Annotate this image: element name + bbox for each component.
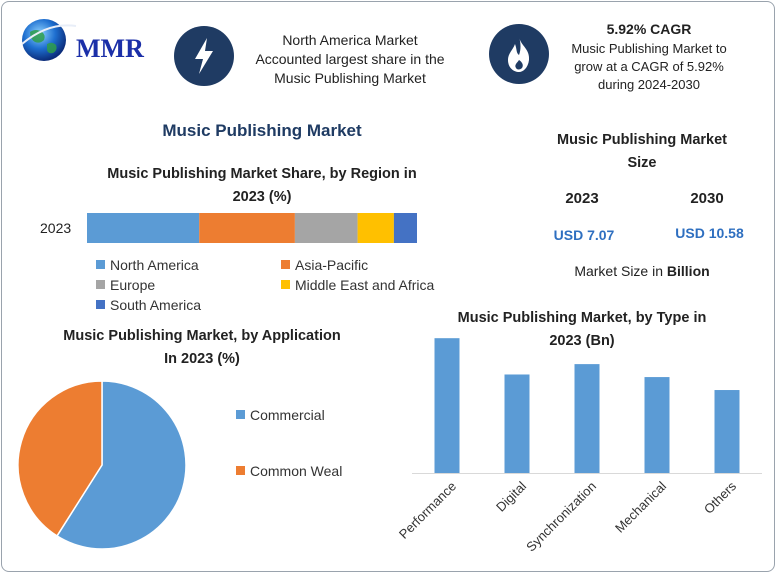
- legend-label: South America: [110, 297, 202, 313]
- legend-item-middle-east-and-africa: Middle East and Africa: [281, 277, 434, 293]
- lightning-icon: [195, 38, 213, 74]
- size-value-2023: USD 7.07: [553, 227, 615, 243]
- pie-slice-commercial: [55, 380, 187, 550]
- size-value-2030: USD 10.58: [675, 225, 744, 241]
- legend-item-asia-pacific: Asia-Pacific: [281, 257, 368, 273]
- cagr-line: Music Publishing Market to: [571, 41, 727, 56]
- type-title-line: Music Publishing Market, by Type in: [457, 310, 707, 326]
- size-note-prefix: Market Size in: [574, 263, 667, 279]
- legend-label: Asia-Pacific: [295, 257, 369, 273]
- region-title-line: 2023 (%): [232, 189, 292, 205]
- bar-segment-south-america: [393, 213, 417, 243]
- legend-label: Common Weal: [250, 463, 343, 479]
- x-tick-label: Synchronization: [523, 479, 599, 555]
- bar-segment-middle-east-and-africa: [357, 213, 394, 243]
- main-title: Music Publishing Market: [162, 121, 362, 140]
- legend-swatch: [96, 280, 105, 289]
- pie-slice-common-weal: [17, 380, 103, 537]
- logo-text: MMR: [76, 34, 144, 63]
- size-title-line: Music Publishing Market: [557, 132, 727, 148]
- header-north-america-text: North America Market Accounted largest s…: [240, 31, 460, 88]
- region-title-line: Music Publishing Market Share, by Region…: [107, 166, 417, 182]
- legend-item-commercial: Commercial: [236, 407, 325, 423]
- legend-item-europe: Europe: [96, 277, 155, 293]
- legend-item-south-america: South America: [96, 297, 201, 313]
- header-line: Music Publishing Market: [274, 70, 426, 86]
- application-chart-title: Music Publishing Market, by Application …: [32, 325, 372, 371]
- legend-swatch: [96, 300, 105, 309]
- header-line: Accounted largest share in the: [255, 51, 445, 67]
- bar-segment-asia-pacific: [199, 213, 295, 243]
- x-tick-label: Digital: [493, 478, 529, 514]
- cagr-title: 5.92% CAGR: [606, 21, 692, 37]
- logo: MMR: [16, 12, 166, 68]
- cagr-line: grow at a CAGR of 5.92%: [574, 59, 724, 74]
- application-pie: [17, 380, 187, 550]
- bar-segment-europe: [294, 213, 358, 243]
- legend-swatch: [96, 260, 105, 269]
- legend-label: Middle East and Africa: [295, 277, 435, 293]
- bar-synchronization: [574, 364, 600, 473]
- size-title-line: Size: [627, 155, 657, 171]
- bar-performance: [434, 338, 460, 473]
- x-tick-label: Performance: [396, 479, 459, 542]
- x-tick-label: Others: [701, 478, 740, 517]
- size-panel-title: Music Publishing Market Size: [532, 129, 752, 175]
- bar-digital: [504, 374, 530, 473]
- legend-swatch: [236, 466, 245, 475]
- legend-swatch: [281, 260, 290, 269]
- size-note-unit: Billion: [666, 263, 710, 279]
- bar-others: [714, 390, 740, 473]
- bar-segment-north-america: [87, 213, 200, 243]
- size-year-2030: 2030: [690, 190, 724, 207]
- region-stacked-bar: [87, 213, 417, 243]
- region-chart-title: Music Publishing Market Share, by Region…: [72, 163, 452, 209]
- legend-swatch: [236, 410, 245, 419]
- legend-item-common-weal: Common Weal: [236, 463, 342, 479]
- x-tick-label: Mechanical: [612, 478, 669, 535]
- legend-swatch: [281, 280, 290, 289]
- size-year-2023: 2023: [565, 190, 599, 207]
- lightning-badge: [174, 26, 234, 86]
- legend-label: Commercial: [250, 407, 325, 423]
- size-unit-note: Market Size in Billion: [542, 263, 742, 279]
- type-title-line: 2023 (Bn): [549, 333, 615, 349]
- application-title-line: In 2023 (%): [164, 351, 240, 367]
- bar-mechanical: [644, 377, 670, 473]
- header-cagr-block: 5.92% CAGR Music Publishing Market to gr…: [554, 21, 744, 94]
- globe-icon: [21, 19, 77, 61]
- type-chart-title: Music Publishing Market, by Type in 2023…: [422, 307, 742, 353]
- flame-icon: [508, 37, 530, 72]
- region-category-label: 2023: [40, 220, 72, 236]
- header-line: North America Market: [282, 32, 418, 48]
- legend-label: North America: [110, 257, 199, 273]
- legend-label: Europe: [110, 277, 156, 293]
- cagr-line: during 2024-2030: [598, 77, 700, 92]
- application-title-line: Music Publishing Market, by Application: [63, 328, 341, 344]
- flame-badge: [489, 24, 549, 84]
- legend-item-north-america: North America: [96, 257, 199, 273]
